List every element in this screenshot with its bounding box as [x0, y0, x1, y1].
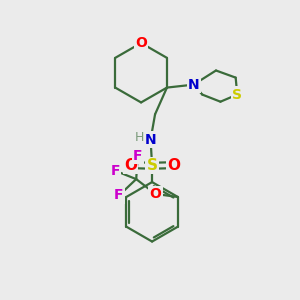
Text: O: O — [150, 187, 161, 201]
Text: N: N — [145, 133, 156, 147]
Text: H: H — [135, 131, 144, 144]
Text: O: O — [167, 158, 180, 173]
Text: O: O — [135, 36, 147, 50]
Text: O: O — [124, 158, 137, 173]
Text: S: S — [147, 158, 158, 173]
Text: F: F — [111, 164, 120, 178]
Text: S: S — [232, 88, 242, 102]
Text: F: F — [133, 149, 142, 163]
Text: F: F — [114, 188, 124, 203]
Text: N: N — [188, 78, 200, 92]
